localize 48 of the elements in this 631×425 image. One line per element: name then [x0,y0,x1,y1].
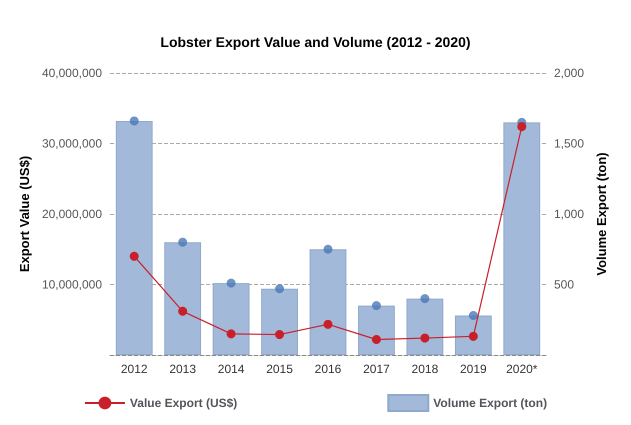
point [324,244,332,254]
x-tick-label: 2016 [314,362,342,376]
point [275,284,284,294]
point [468,332,478,341]
y-tick-label: 30,000,000 [42,136,102,150]
x-tick-label: 2015 [266,362,294,376]
y-tick-label: 40,000,000 [42,66,102,80]
point [420,294,430,304]
bar [406,298,444,355]
point [517,122,526,132]
bar [212,283,250,355]
y-tick-label: 20,000,000 [42,207,102,221]
chart-title: Lobster Export Value and Volume (2012 - 2020) [160,34,471,50]
bar [503,122,540,355]
legend-label: Volume Export (ton) [433,396,548,410]
y2-tick-label: 1,500 [554,136,584,150]
point [178,306,188,316]
x-tick-label: 2012 [120,362,148,376]
point [130,116,139,126]
bar [358,306,395,355]
x-tick-label: 2013 [169,362,196,376]
point [420,334,430,343]
point [468,311,478,320]
point [226,278,236,288]
point [275,330,284,340]
bar [310,249,346,355]
y2-axis-title: Volume Export (ton) [594,152,609,276]
point [178,238,188,247]
y-axis-title: Export Value (US$) [17,156,32,272]
bar [454,316,492,355]
x-tick-label: 2017 [363,362,390,376]
point [372,334,381,344]
legend-label: Value Export (US$) [130,396,238,410]
point [372,301,381,310]
y2-tick-label: 1,000 [554,207,584,221]
x-tick-label: 2020* [506,362,538,376]
x-tick-label: 2018 [412,362,439,376]
bar [164,242,202,355]
point [130,252,139,261]
y2-tick-label: 500 [554,278,574,292]
bar [116,120,153,355]
point [226,329,236,338]
x-tick-label: 2014 [218,362,245,376]
y2-tick-label: 2,000 [554,66,584,80]
bar [261,288,298,355]
x-tick-label: 2019 [460,362,488,376]
y-tick-label: 10,000,000 [42,278,102,292]
point [324,320,332,329]
